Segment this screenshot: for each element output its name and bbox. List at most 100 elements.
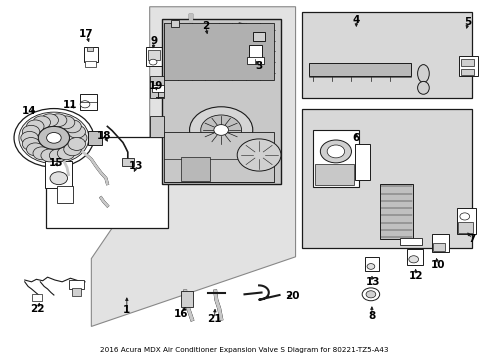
Bar [246,58,264,64]
Text: 13: 13 [366,277,380,287]
Circle shape [80,101,90,108]
Bar [164,23,273,80]
Circle shape [237,139,281,171]
Text: 3: 3 [255,61,262,71]
Circle shape [366,264,374,269]
Bar [80,94,97,111]
Circle shape [14,109,94,167]
Bar [399,238,421,245]
Bar [149,116,164,137]
Circle shape [38,126,69,149]
Bar [253,32,265,41]
Bar [57,186,73,203]
Text: 7: 7 [468,234,475,244]
Bar [460,68,473,75]
Bar [460,59,473,66]
Circle shape [63,120,81,133]
Text: 8: 8 [367,311,375,321]
Circle shape [33,147,50,160]
Circle shape [41,149,58,162]
Circle shape [22,125,40,138]
Text: 9: 9 [151,36,158,46]
Bar [69,280,84,289]
Bar [87,47,93,51]
Bar [365,257,378,271]
Bar [432,243,445,251]
Bar [181,291,193,307]
Circle shape [41,114,58,127]
Circle shape [63,143,81,156]
Text: 11: 11 [63,100,78,110]
Bar [457,207,475,234]
Circle shape [50,172,67,185]
Text: 1: 1 [123,305,130,315]
Ellipse shape [417,81,428,94]
Bar [379,184,412,239]
Bar [164,132,273,182]
Circle shape [459,213,468,220]
Bar [88,131,102,145]
Bar [31,294,42,301]
Circle shape [68,138,85,150]
Circle shape [213,125,228,135]
Text: 2: 2 [202,21,209,31]
Bar [407,249,422,265]
Text: 17: 17 [79,29,94,39]
Bar [148,50,160,60]
Circle shape [22,138,40,150]
Text: 21: 21 [207,314,221,324]
Text: 5: 5 [464,17,471,27]
Text: 12: 12 [407,271,422,281]
Bar [355,144,369,180]
Bar [312,130,358,187]
Bar [84,47,98,62]
Circle shape [26,120,44,133]
Bar [458,56,477,76]
Ellipse shape [417,64,428,82]
Circle shape [201,115,241,145]
Bar [308,63,410,76]
Text: 20: 20 [285,291,299,301]
Circle shape [33,116,50,129]
Circle shape [57,147,75,160]
Circle shape [320,140,351,163]
Circle shape [69,131,87,144]
Bar [458,222,472,233]
Bar [431,234,448,252]
Circle shape [49,114,67,127]
Text: 6: 6 [352,133,359,143]
Text: 13: 13 [129,161,143,171]
Text: 2016 Acura MDX Air Conditioner Expansion Valve S Diagram for 80221-TZ5-A43: 2016 Acura MDX Air Conditioner Expansion… [100,347,388,353]
Text: 18: 18 [97,131,111,141]
Text: 16: 16 [174,309,188,319]
Circle shape [26,143,44,156]
Bar [249,45,261,59]
Circle shape [19,112,89,163]
Circle shape [149,59,157,65]
Circle shape [68,125,85,138]
Bar [45,161,72,188]
Bar [85,61,96,67]
Bar [46,137,167,228]
Bar [314,164,353,185]
Circle shape [21,131,38,144]
Bar [149,76,164,98]
Bar [181,157,210,181]
Text: 14: 14 [22,107,37,116]
Circle shape [326,145,344,158]
Bar [162,19,281,184]
Bar [301,12,471,98]
Text: 15: 15 [48,158,63,168]
Bar [146,47,164,66]
Bar [301,109,471,248]
Circle shape [189,107,252,153]
Circle shape [362,288,379,301]
Polygon shape [91,7,295,327]
Circle shape [408,256,418,263]
Bar [152,85,164,93]
Bar [72,288,81,296]
Circle shape [57,116,75,129]
Circle shape [49,149,67,162]
Text: 10: 10 [430,260,445,270]
Bar [170,20,179,27]
